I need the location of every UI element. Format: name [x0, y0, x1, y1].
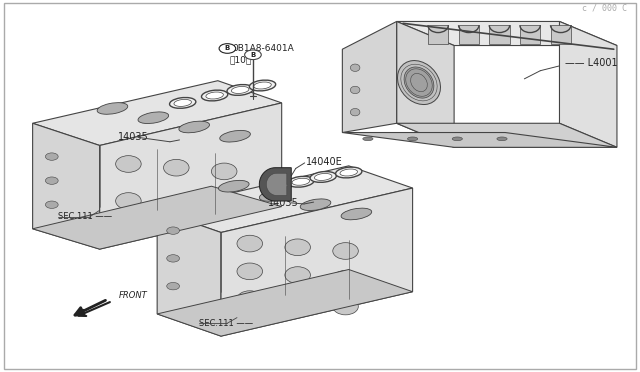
Ellipse shape	[237, 291, 262, 307]
Ellipse shape	[202, 90, 228, 101]
Circle shape	[45, 153, 58, 160]
Ellipse shape	[164, 196, 189, 213]
Polygon shape	[33, 186, 282, 249]
Circle shape	[244, 50, 261, 60]
Ellipse shape	[285, 295, 310, 311]
Polygon shape	[397, 22, 454, 147]
Polygon shape	[489, 25, 509, 44]
Text: 【10】: 【10】	[229, 55, 252, 64]
Ellipse shape	[350, 64, 360, 71]
Ellipse shape	[211, 163, 237, 180]
Ellipse shape	[333, 298, 358, 315]
Ellipse shape	[220, 131, 250, 142]
Polygon shape	[33, 81, 282, 145]
Ellipse shape	[285, 267, 310, 283]
Circle shape	[219, 44, 236, 53]
Ellipse shape	[314, 173, 332, 180]
Ellipse shape	[288, 176, 314, 187]
Ellipse shape	[350, 86, 360, 94]
Ellipse shape	[408, 137, 418, 141]
Text: c / 000 C: c / 000 C	[582, 3, 627, 12]
Ellipse shape	[404, 67, 434, 98]
Ellipse shape	[218, 180, 249, 192]
Polygon shape	[157, 210, 221, 336]
Ellipse shape	[250, 80, 276, 91]
Polygon shape	[259, 168, 291, 201]
Ellipse shape	[340, 169, 358, 176]
Ellipse shape	[497, 137, 507, 141]
Text: SEC.111 ——: SEC.111 ——	[58, 212, 112, 221]
Circle shape	[167, 255, 179, 262]
Ellipse shape	[350, 109, 360, 116]
Ellipse shape	[292, 178, 310, 185]
Ellipse shape	[227, 84, 253, 95]
Ellipse shape	[237, 263, 262, 280]
Polygon shape	[342, 132, 617, 147]
Text: FRONT: FRONT	[119, 291, 148, 300]
Circle shape	[45, 201, 58, 208]
Polygon shape	[100, 103, 282, 249]
Ellipse shape	[232, 86, 249, 93]
Ellipse shape	[206, 92, 223, 99]
Polygon shape	[520, 25, 540, 44]
Ellipse shape	[164, 159, 189, 176]
Polygon shape	[221, 188, 413, 336]
Polygon shape	[459, 25, 479, 44]
Ellipse shape	[300, 199, 331, 211]
Ellipse shape	[397, 61, 440, 105]
Polygon shape	[397, 22, 617, 45]
Polygon shape	[33, 123, 100, 249]
Ellipse shape	[333, 243, 358, 259]
Polygon shape	[428, 25, 449, 44]
Polygon shape	[342, 22, 397, 132]
Text: 14035: 14035	[118, 132, 148, 142]
Ellipse shape	[333, 270, 358, 287]
Ellipse shape	[259, 190, 290, 201]
Text: 14040E: 14040E	[306, 157, 342, 167]
Ellipse shape	[211, 200, 237, 217]
Ellipse shape	[97, 103, 128, 114]
Ellipse shape	[179, 121, 209, 133]
Text: 14035: 14035	[268, 198, 298, 208]
Polygon shape	[397, 123, 617, 147]
Ellipse shape	[116, 155, 141, 172]
Circle shape	[45, 177, 58, 185]
Ellipse shape	[138, 112, 168, 124]
Polygon shape	[559, 22, 617, 147]
Ellipse shape	[269, 183, 287, 190]
Ellipse shape	[363, 137, 373, 141]
Ellipse shape	[335, 167, 362, 178]
Ellipse shape	[266, 181, 292, 192]
Text: B: B	[225, 45, 230, 51]
Polygon shape	[157, 166, 413, 232]
Ellipse shape	[174, 99, 191, 106]
Ellipse shape	[237, 235, 262, 252]
Circle shape	[167, 282, 179, 290]
Text: SEC.111 ——: SEC.111 ——	[198, 319, 253, 328]
Ellipse shape	[285, 239, 310, 256]
Ellipse shape	[310, 171, 337, 182]
Ellipse shape	[341, 208, 372, 220]
Text: 0B1A8-6401A: 0B1A8-6401A	[232, 44, 294, 53]
Circle shape	[167, 227, 179, 234]
Text: —— L4001: —— L4001	[564, 58, 617, 68]
Polygon shape	[157, 269, 413, 336]
Ellipse shape	[254, 82, 271, 89]
Ellipse shape	[452, 137, 463, 141]
Ellipse shape	[170, 97, 196, 108]
Polygon shape	[266, 173, 287, 195]
Polygon shape	[550, 25, 571, 44]
Ellipse shape	[116, 193, 141, 209]
Text: B: B	[250, 52, 255, 58]
